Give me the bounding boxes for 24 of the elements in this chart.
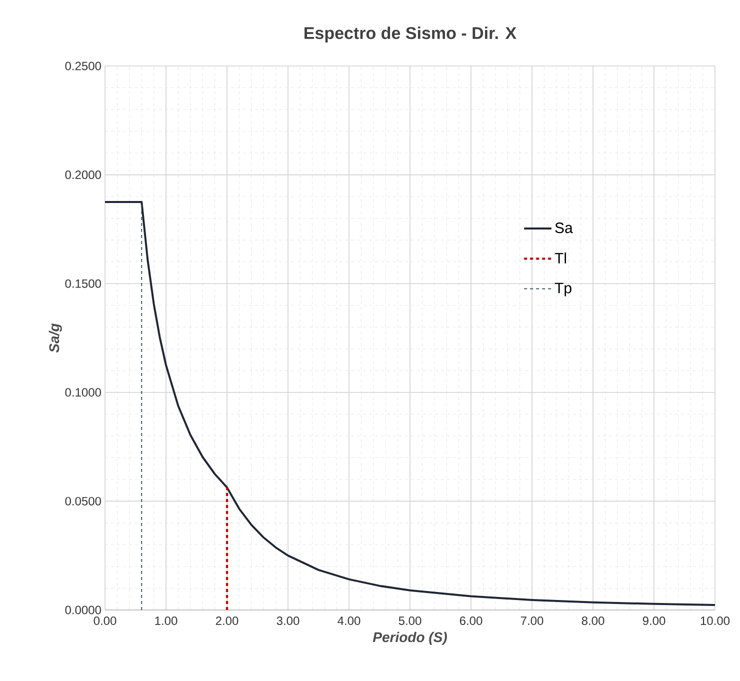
legend-label: Sa: [555, 222, 573, 234]
y-tick-label: 0.1000: [65, 388, 102, 397]
x-tick-label: 7.00: [520, 616, 544, 626]
x-tick-label: 5.00: [398, 616, 422, 626]
y-tick-label: 0.2500: [65, 62, 102, 70]
y-axis-title: Sa/g: [48, 323, 62, 353]
x-tick-label: 1.00: [155, 616, 178, 626]
y-tick-label: 0.0000: [65, 606, 102, 614]
x-axis-title: Periodo (S): [372, 632, 447, 645]
y-tick-label: 0.2000: [65, 170, 102, 180]
x-tick-label: 8.00: [582, 616, 604, 626]
legend-label: Tp: [554, 282, 572, 296]
x-tick-label: 4.00: [338, 616, 360, 626]
y-tick-label: 0.0500: [65, 496, 102, 506]
x-tick-label: 10.00: [700, 616, 730, 626]
x-tick-label: 2.00: [216, 616, 238, 626]
x-tick-label: 3.00: [276, 616, 300, 626]
x-tick-label: 9.00: [642, 616, 666, 626]
x-tick-label: 6.00: [460, 616, 482, 626]
chart-title: Espectro de Sismo - Dir. X: [304, 26, 516, 42]
line-series: [105, 200, 715, 606]
y-tick-label: 0.1500: [65, 279, 102, 288]
legend-label: Tl: [554, 252, 566, 264]
x-tick-label: 0.00: [94, 616, 116, 626]
